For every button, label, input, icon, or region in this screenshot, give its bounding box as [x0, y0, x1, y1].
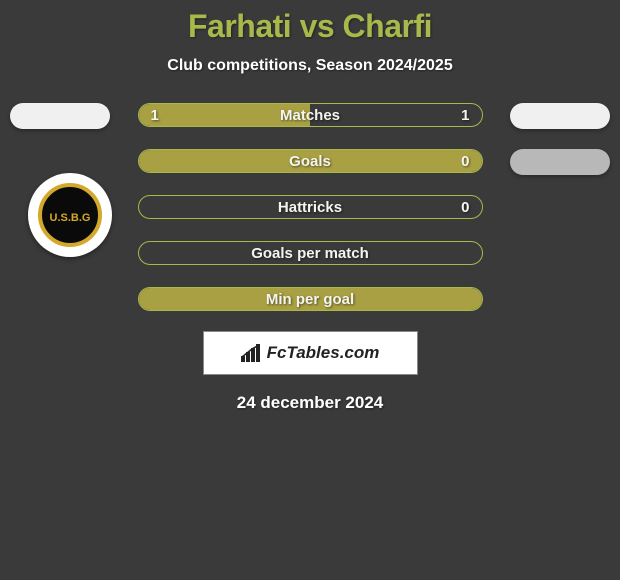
stats-area: U.S.B.G 1 Matches 1 Goals 0 Hattricks 0 …	[0, 103, 620, 311]
stat-right-value: 1	[461, 107, 469, 124]
main-container: Farhati vs Charfi Club competitions, Sea…	[0, 0, 620, 413]
stat-label: Hattricks	[278, 199, 342, 216]
date-text: 24 december 2024	[237, 393, 384, 413]
player-pill-right-1	[510, 103, 610, 129]
player-pill-left	[10, 103, 110, 129]
stat-right-value: 0	[461, 153, 469, 170]
stat-left-value: 1	[151, 107, 159, 124]
stat-right-value: 0	[461, 199, 469, 216]
stat-label: Matches	[280, 107, 340, 124]
club-badge-inner: U.S.B.G	[38, 183, 102, 247]
stat-row-gpm: Goals per match	[138, 241, 483, 265]
player-pill-right-2	[510, 149, 610, 175]
stat-row-mpg: Min per goal	[138, 287, 483, 311]
brand-text: FcTables.com	[267, 343, 380, 363]
club-badge-label: U.S.B.G	[50, 212, 91, 224]
chart-bars-icon	[241, 344, 263, 362]
stat-label: Goals	[289, 153, 331, 170]
stat-row-hattricks: Hattricks 0	[138, 195, 483, 219]
page-subtitle: Club competitions, Season 2024/2025	[167, 57, 452, 75]
stat-row-goals: Goals 0	[138, 149, 483, 173]
stat-row-matches: 1 Matches 1	[138, 103, 483, 127]
stat-label: Goals per match	[251, 245, 369, 262]
page-title: Farhati vs Charfi	[188, 8, 432, 45]
stat-label: Min per goal	[266, 291, 354, 308]
club-badge: U.S.B.G	[28, 173, 112, 257]
brand-box[interactable]: FcTables.com	[203, 331, 418, 375]
